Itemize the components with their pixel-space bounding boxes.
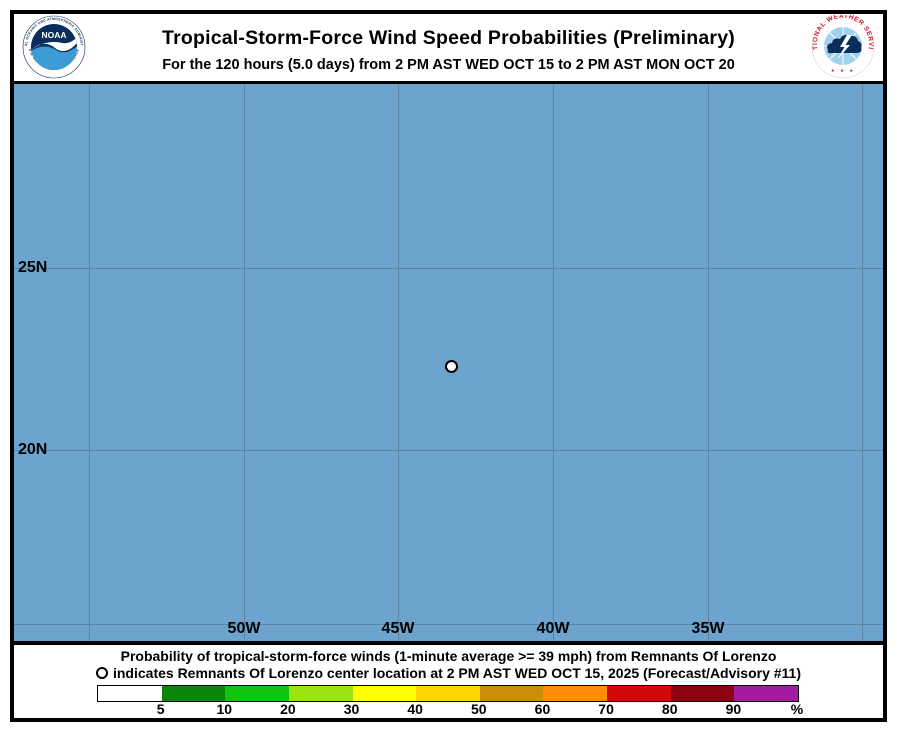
colorbar-tick-label: 10 <box>216 701 233 717</box>
colorbar-segment <box>607 686 671 701</box>
gridline-horizontal <box>14 624 883 625</box>
colorbar-segment <box>225 686 289 701</box>
colorbar-tick-label: 80 <box>661 701 678 717</box>
colorbar-tick-label: 40 <box>407 701 423 717</box>
gridline-vertical <box>89 84 90 641</box>
storm-center-marker <box>445 360 458 373</box>
gridline-vertical <box>398 84 399 641</box>
gridline-vertical <box>862 84 863 641</box>
longitude-label: 50W <box>227 620 261 637</box>
gridline-vertical <box>553 84 554 641</box>
longitude-label: 35W <box>691 620 725 637</box>
gridline-vertical <box>244 84 245 641</box>
gridline-horizontal <box>14 268 883 269</box>
longitude-label: 45W <box>381 620 415 637</box>
colorbar-segment <box>288 686 353 701</box>
colorbar-tick-label: 20 <box>280 701 296 717</box>
colorbar-segment <box>98 686 162 701</box>
storm-center-symbol <box>95 667 108 679</box>
colorbar-tick-label: 50 <box>471 701 487 717</box>
header: NATIONAL OCEANIC AND ATMOSPHERIC ADMINIS… <box>14 14 883 81</box>
page-title: Tropical-Storm-Force Wind Speed Probabil… <box>162 27 735 49</box>
noaa-logo-label: NOAA <box>41 30 66 40</box>
colorbar-tick-label: 5 <box>156 701 165 717</box>
colorbar-tick-label: 90 <box>725 701 742 717</box>
gridline-horizontal <box>14 450 883 451</box>
footer-line1: Probability of tropical-storm-force wind… <box>120 648 777 664</box>
latitude-label: 25N <box>18 259 48 276</box>
footer: Probability of tropical-storm-force wind… <box>14 645 883 718</box>
colorbar-tick-label: % <box>790 701 804 717</box>
longitude-label: 40W <box>536 620 570 637</box>
colorbar-segment <box>670 686 735 701</box>
nws-stars: ★ ★ ★ <box>831 68 856 73</box>
forecast-graphic-frame: NATIONAL OCEANIC AND ATMOSPHERIC ADMINIS… <box>10 10 887 722</box>
colorbar-tick-label: 30 <box>343 701 360 717</box>
colorbar-segment <box>352 686 417 701</box>
nws-logo-icon: NATIONAL WEATHER SERVICE ★ ★ ★ <box>811 15 875 79</box>
colorbar-segment <box>416 686 480 701</box>
colorbar-segment <box>161 686 226 701</box>
latitude-label: 20N <box>18 441 48 458</box>
colorbar-tick-label: 60 <box>534 701 551 717</box>
colorbar-segment <box>734 686 799 701</box>
map-area: 25N 20N 50W 45W 40W 35W <box>14 81 883 645</box>
gridline-vertical <box>708 84 709 641</box>
probability-colorbar <box>97 685 799 702</box>
footer-line2: indicates Remnants Of Lorenzo center loc… <box>14 664 883 681</box>
noaa-logo-icon: NATIONAL OCEANIC AND ATMOSPHERIC ADMINIS… <box>22 15 86 79</box>
footer-line2-text: indicates Remnants Of Lorenzo center loc… <box>112 665 801 681</box>
page-subtitle: For the 120 hours (5.0 days) from 2 PM A… <box>162 57 735 73</box>
colorbar-ticks: 5 10 20 30 40 50 60 70 80 90% <box>97 701 804 717</box>
colorbar-segment <box>479 686 544 701</box>
colorbar-segment <box>543 686 608 701</box>
colorbar-tick-label: 70 <box>598 701 614 717</box>
